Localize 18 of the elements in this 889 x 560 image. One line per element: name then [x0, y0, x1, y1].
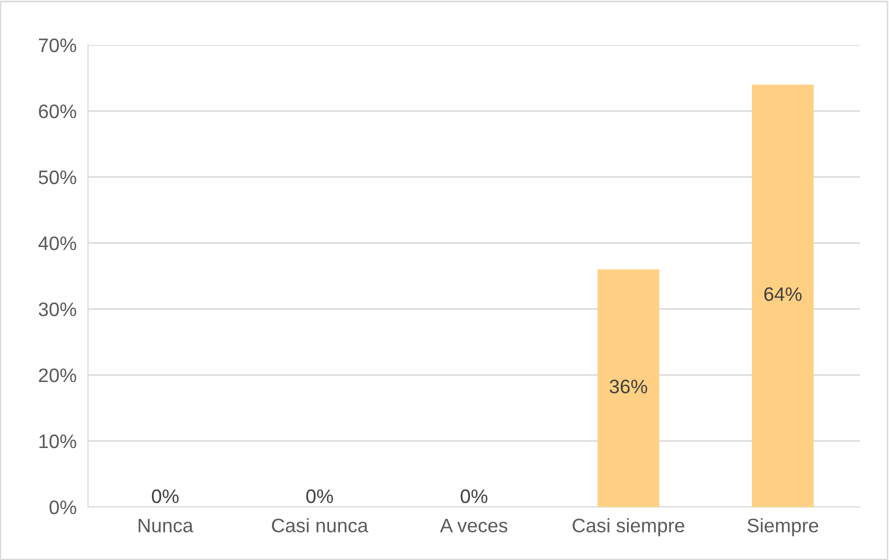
y-tick-label: 20% — [38, 368, 76, 382]
y-tick-label: 70% — [38, 38, 76, 52]
data-label: 0% — [152, 489, 179, 504]
data-label: 36% — [610, 380, 648, 394]
x-tick-label: Casi nunca — [272, 518, 368, 532]
y-tick-label: 60% — [38, 104, 76, 118]
y-tick-label: 50% — [38, 170, 76, 184]
y-tick-label: 0% — [50, 500, 76, 514]
y-tick-label: 30% — [38, 302, 76, 316]
y-tick-label: 10% — [39, 434, 76, 448]
x-tick-label: Nunca — [138, 518, 194, 532]
data-label: 0% — [460, 489, 488, 504]
x-tick-label: Siempre — [747, 518, 818, 536]
data-label: 64% — [764, 287, 802, 302]
data-label: 0% — [306, 489, 333, 504]
x-tick-label: Casi siempre — [572, 518, 684, 536]
x-tick-label: A veces — [440, 518, 508, 532]
y-tick-label: 40% — [38, 236, 76, 250]
